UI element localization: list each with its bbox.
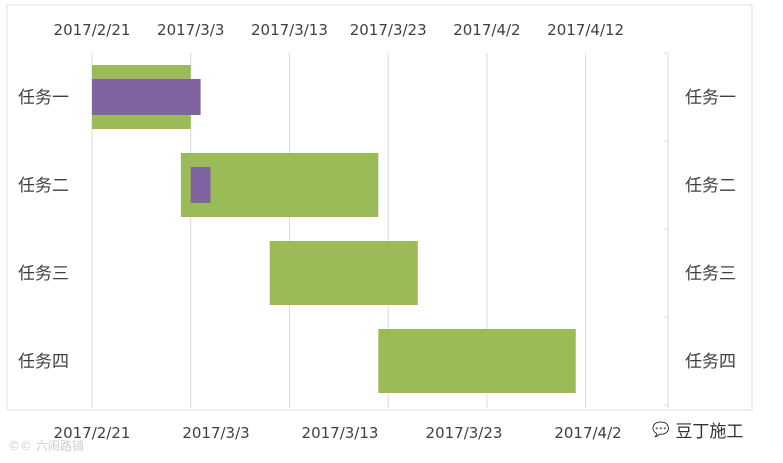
bottom-axis-tick-label: 2017/3/23 <box>426 424 503 442</box>
category-label-left: 任务二 <box>18 176 69 196</box>
top-axis-tick-label: 2017/4/12 <box>547 21 624 39</box>
plot-frame <box>6 4 753 411</box>
category-label-left: 任务三 <box>18 264 69 284</box>
bars <box>92 65 576 393</box>
gantt-bar <box>92 79 201 115</box>
top-axis-tick-label: 2017/3/3 <box>157 21 224 39</box>
watermark-right: 💬 豆丁施工 <box>652 417 744 443</box>
bottom-axis-tick-label: 2017/3/3 <box>182 424 249 442</box>
bottom-axis-tick-label: 2017/3/13 <box>302 424 379 442</box>
gantt-bar <box>378 329 576 393</box>
category-label-left: 任务四 <box>18 352 69 372</box>
top-axis-tick-label: 2017/4/2 <box>453 21 520 39</box>
category-label-right: 任务一 <box>685 88 736 108</box>
wechat-icon: 💬 <box>652 421 670 438</box>
gantt-bar <box>269 241 418 305</box>
category-label-right: 任务二 <box>685 176 736 196</box>
top-axis-tick-label: 2017/3/13 <box>251 21 328 39</box>
watermark-right-label: 豆丁施工 <box>675 422 744 442</box>
top-axis-tick-label: 2017/3/23 <box>350 21 427 39</box>
category-label-right: 任务四 <box>685 352 736 372</box>
gantt-bar <box>180 153 379 217</box>
category-label-left: 任务一 <box>18 88 69 108</box>
bottom-axis-tick-label: 2017/4/2 <box>554 424 621 442</box>
top-axis-tick-label: 2017/2/21 <box>54 21 131 39</box>
bottom-axis-tick-label: 2017/2/21 <box>54 424 131 442</box>
watermark-left: ©© 六闹路铺 <box>8 439 84 453</box>
gantt-bar <box>190 167 211 203</box>
category-label-right: 任务三 <box>685 264 736 284</box>
axes: 2017/2/21 2017/3/3 2017/3/13 2017/3/23 2017/… <box>18 21 736 442</box>
